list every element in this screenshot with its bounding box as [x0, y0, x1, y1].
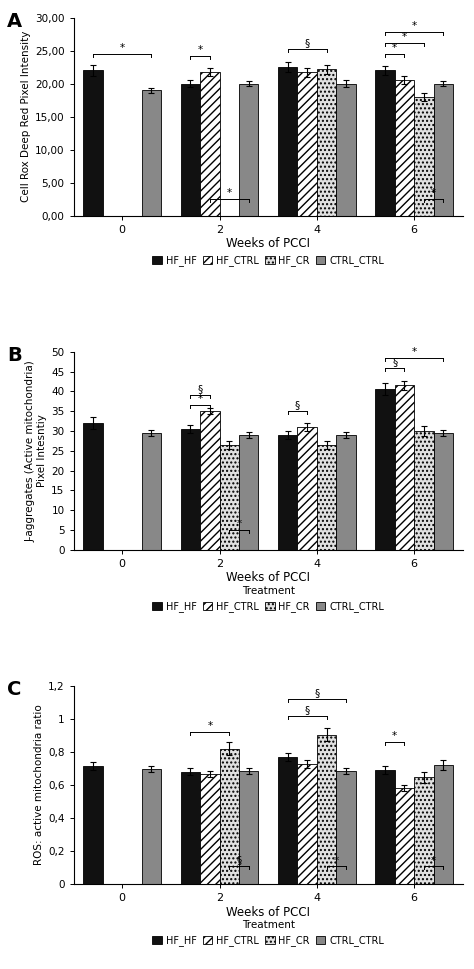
- Text: B: B: [8, 346, 22, 365]
- Bar: [297, 427, 317, 549]
- X-axis label: Weeks of PCCI: Weeks of PCCI: [226, 572, 310, 584]
- Bar: [278, 67, 297, 215]
- Bar: [375, 71, 395, 215]
- Bar: [337, 83, 356, 215]
- Bar: [83, 71, 103, 215]
- Bar: [219, 445, 239, 549]
- X-axis label: Weeks of PCCI: Weeks of PCCI: [226, 237, 310, 250]
- Text: *: *: [411, 347, 417, 357]
- Bar: [434, 433, 453, 549]
- Text: *: *: [334, 856, 339, 865]
- Text: §: §: [304, 39, 310, 48]
- Bar: [278, 435, 297, 549]
- Bar: [181, 429, 200, 549]
- Bar: [317, 735, 337, 884]
- Text: §: §: [295, 400, 300, 410]
- Bar: [337, 770, 356, 884]
- Bar: [219, 749, 239, 884]
- Bar: [395, 386, 414, 549]
- Bar: [414, 97, 434, 215]
- Text: *: *: [227, 188, 232, 198]
- Bar: [239, 83, 258, 215]
- Text: *: *: [431, 856, 436, 865]
- Text: §: §: [392, 357, 397, 366]
- Text: C: C: [8, 680, 22, 699]
- Text: *: *: [392, 43, 397, 53]
- Text: *: *: [198, 394, 203, 404]
- Y-axis label: J-aggregates (Active mitochondria)
Pixel Intesntiy: J-aggregates (Active mitochondria) Pixel…: [26, 359, 47, 542]
- Bar: [297, 73, 317, 215]
- Bar: [337, 435, 356, 549]
- Bar: [434, 83, 453, 215]
- Text: §: §: [314, 688, 319, 699]
- Bar: [297, 765, 317, 884]
- Y-axis label: Cell Rox Deep Red Pixel Intensity: Cell Rox Deep Red Pixel Intensity: [21, 31, 31, 203]
- Bar: [278, 757, 297, 884]
- Bar: [200, 774, 219, 884]
- Bar: [375, 390, 395, 549]
- Text: *: *: [392, 731, 397, 741]
- Text: §: §: [237, 856, 242, 865]
- Bar: [142, 90, 161, 215]
- Bar: [83, 423, 103, 549]
- Bar: [83, 766, 103, 884]
- Text: *: *: [119, 43, 125, 53]
- Bar: [375, 770, 395, 884]
- Bar: [395, 788, 414, 884]
- Bar: [414, 431, 434, 549]
- Bar: [181, 83, 200, 215]
- Bar: [395, 80, 414, 215]
- Bar: [239, 435, 258, 549]
- X-axis label: Weeks of PCCI: Weeks of PCCI: [226, 906, 310, 919]
- Text: §: §: [198, 385, 203, 394]
- Text: *: *: [411, 21, 417, 31]
- Y-axis label: ROS: active mitochondria ratio: ROS: active mitochondria ratio: [34, 704, 44, 865]
- Text: *: *: [237, 519, 242, 529]
- Bar: [142, 769, 161, 884]
- Bar: [200, 411, 219, 549]
- Text: *: *: [198, 45, 203, 55]
- Legend: HF_HF, HF_CTRL, HF_CR, CTRL_CTRL: HF_HF, HF_CTRL, HF_CR, CTRL_CTRL: [148, 582, 388, 616]
- Text: A: A: [8, 12, 22, 31]
- Legend: HF_HF, HF_CTRL, HF_CR, CTRL_CTRL: HF_HF, HF_CTRL, HF_CR, CTRL_CTRL: [148, 917, 388, 951]
- Text: *: *: [431, 188, 436, 198]
- Text: §: §: [304, 704, 310, 715]
- Text: *: *: [207, 721, 212, 732]
- Bar: [414, 777, 434, 884]
- Text: *: *: [402, 32, 407, 42]
- Bar: [142, 433, 161, 549]
- Bar: [181, 771, 200, 884]
- Bar: [434, 766, 453, 884]
- Bar: [317, 69, 337, 215]
- Legend: HF_HF, HF_CTRL, HF_CR, CTRL_CTRL: HF_HF, HF_CTRL, HF_CR, CTRL_CTRL: [148, 251, 388, 270]
- Bar: [239, 770, 258, 884]
- Bar: [317, 445, 337, 549]
- Bar: [200, 72, 219, 215]
